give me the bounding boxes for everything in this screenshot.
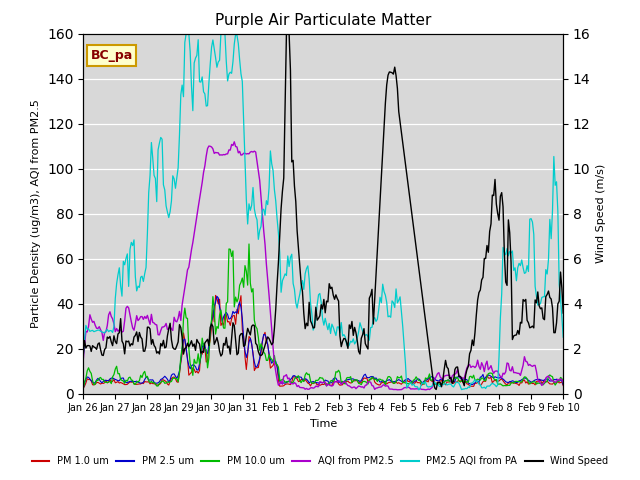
- Y-axis label: Wind Speed (m/s): Wind Speed (m/s): [596, 164, 606, 263]
- Text: BC_pa: BC_pa: [90, 49, 132, 62]
- Y-axis label: Particle Density (ug/m3), AQI from PM2.5: Particle Density (ug/m3), AQI from PM2.5: [31, 99, 42, 328]
- Title: Purple Air Particulate Matter: Purple Air Particulate Matter: [215, 13, 431, 28]
- X-axis label: Time: Time: [310, 419, 337, 429]
- Legend: PM 1.0 um, PM 2.5 um, PM 10.0 um, AQI from PM2.5, PM2.5 AQI from PA, Wind Speed: PM 1.0 um, PM 2.5 um, PM 10.0 um, AQI fr…: [28, 453, 612, 470]
